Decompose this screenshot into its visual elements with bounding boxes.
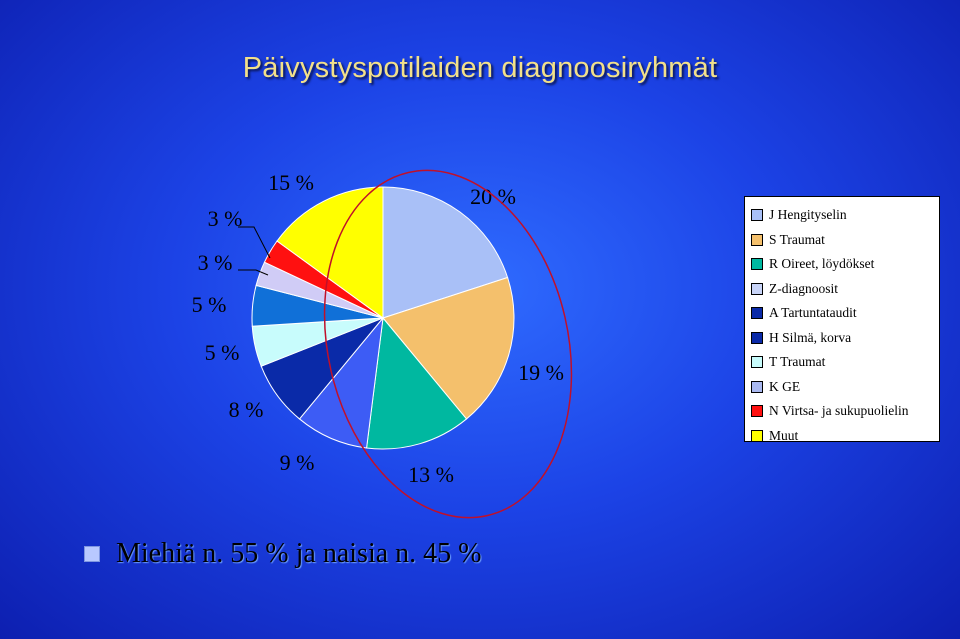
legend-label: A Tartuntataudit bbox=[769, 305, 857, 321]
legend-swatch bbox=[751, 331, 763, 344]
pie-slice bbox=[382, 276, 515, 420]
slice-data-label: 9 % bbox=[280, 450, 315, 475]
pie-slice bbox=[382, 186, 509, 319]
legend-swatch bbox=[751, 356, 763, 369]
legend-item: S Traumat bbox=[751, 228, 939, 253]
legend-swatch bbox=[751, 307, 763, 320]
legend-item: J Hengityselin bbox=[751, 203, 939, 228]
slice-data-label: 8 % bbox=[229, 397, 264, 422]
legend-item: Z-diagnoosit bbox=[751, 277, 939, 302]
legend-label: T Traumat bbox=[769, 354, 826, 370]
legend-swatch bbox=[751, 258, 763, 271]
highlight-ellipse bbox=[323, 169, 573, 519]
legend-item: H Silmä, korva bbox=[751, 326, 939, 351]
legend-label: Muut bbox=[769, 427, 799, 443]
legend-label: Z-diagnoosit bbox=[769, 280, 838, 296]
footer-note: Miehiä n. 55 % ja naisia n. 45 % bbox=[84, 538, 481, 570]
legend-label: R Oireet, löydökset bbox=[769, 256, 875, 272]
leader-line bbox=[238, 269, 269, 276]
legend-swatch bbox=[751, 405, 763, 418]
slice-data-label: 5 % bbox=[192, 292, 227, 317]
legend-label: H Silmä, korva bbox=[769, 329, 852, 345]
slice-data-label: 20 % bbox=[470, 184, 516, 209]
legend-label: N Virtsa- ja sukupuolielin bbox=[769, 403, 909, 419]
slice-data-label: 3 % bbox=[198, 250, 233, 275]
chart-title: Päivystyspotilaiden diagnoosiryhmät bbox=[242, 52, 718, 84]
pie-slice bbox=[366, 316, 468, 450]
legend-item: K GE bbox=[751, 375, 939, 400]
legend-item: N Virtsa- ja sukupuolielin bbox=[751, 399, 939, 424]
slice-data-label: 19 % bbox=[518, 360, 564, 385]
legend-swatch bbox=[751, 380, 763, 393]
bullet-icon bbox=[84, 546, 100, 562]
legend-item: Muut bbox=[751, 424, 939, 449]
legend-label: K GE bbox=[769, 378, 801, 394]
legend-swatch bbox=[751, 209, 763, 222]
legend-item: R Oireet, löydökset bbox=[751, 252, 939, 277]
leader-line bbox=[238, 226, 271, 259]
legend-item: T Traumat bbox=[751, 350, 939, 375]
pie-slice bbox=[276, 186, 384, 319]
legend-swatch bbox=[751, 233, 763, 246]
legend-label: J Hengityselin bbox=[769, 207, 847, 223]
slice-data-label: 5 % bbox=[205, 340, 240, 365]
legend-swatch bbox=[751, 429, 763, 442]
legend: J Hengityselin S Traumat R Oireet, löydöks… bbox=[744, 196, 940, 443]
legend-swatch bbox=[751, 282, 763, 295]
slice-data-label: 13 % bbox=[408, 462, 454, 487]
slice-data-label: 3 % bbox=[208, 206, 243, 231]
legend-label: S Traumat bbox=[769, 231, 825, 247]
legend-item: A Tartuntataudit bbox=[751, 301, 939, 326]
slice-data-label: 15 % bbox=[268, 170, 314, 195]
footer-text: Miehiä n. 55 % ja naisia n. 45 % bbox=[116, 538, 482, 569]
